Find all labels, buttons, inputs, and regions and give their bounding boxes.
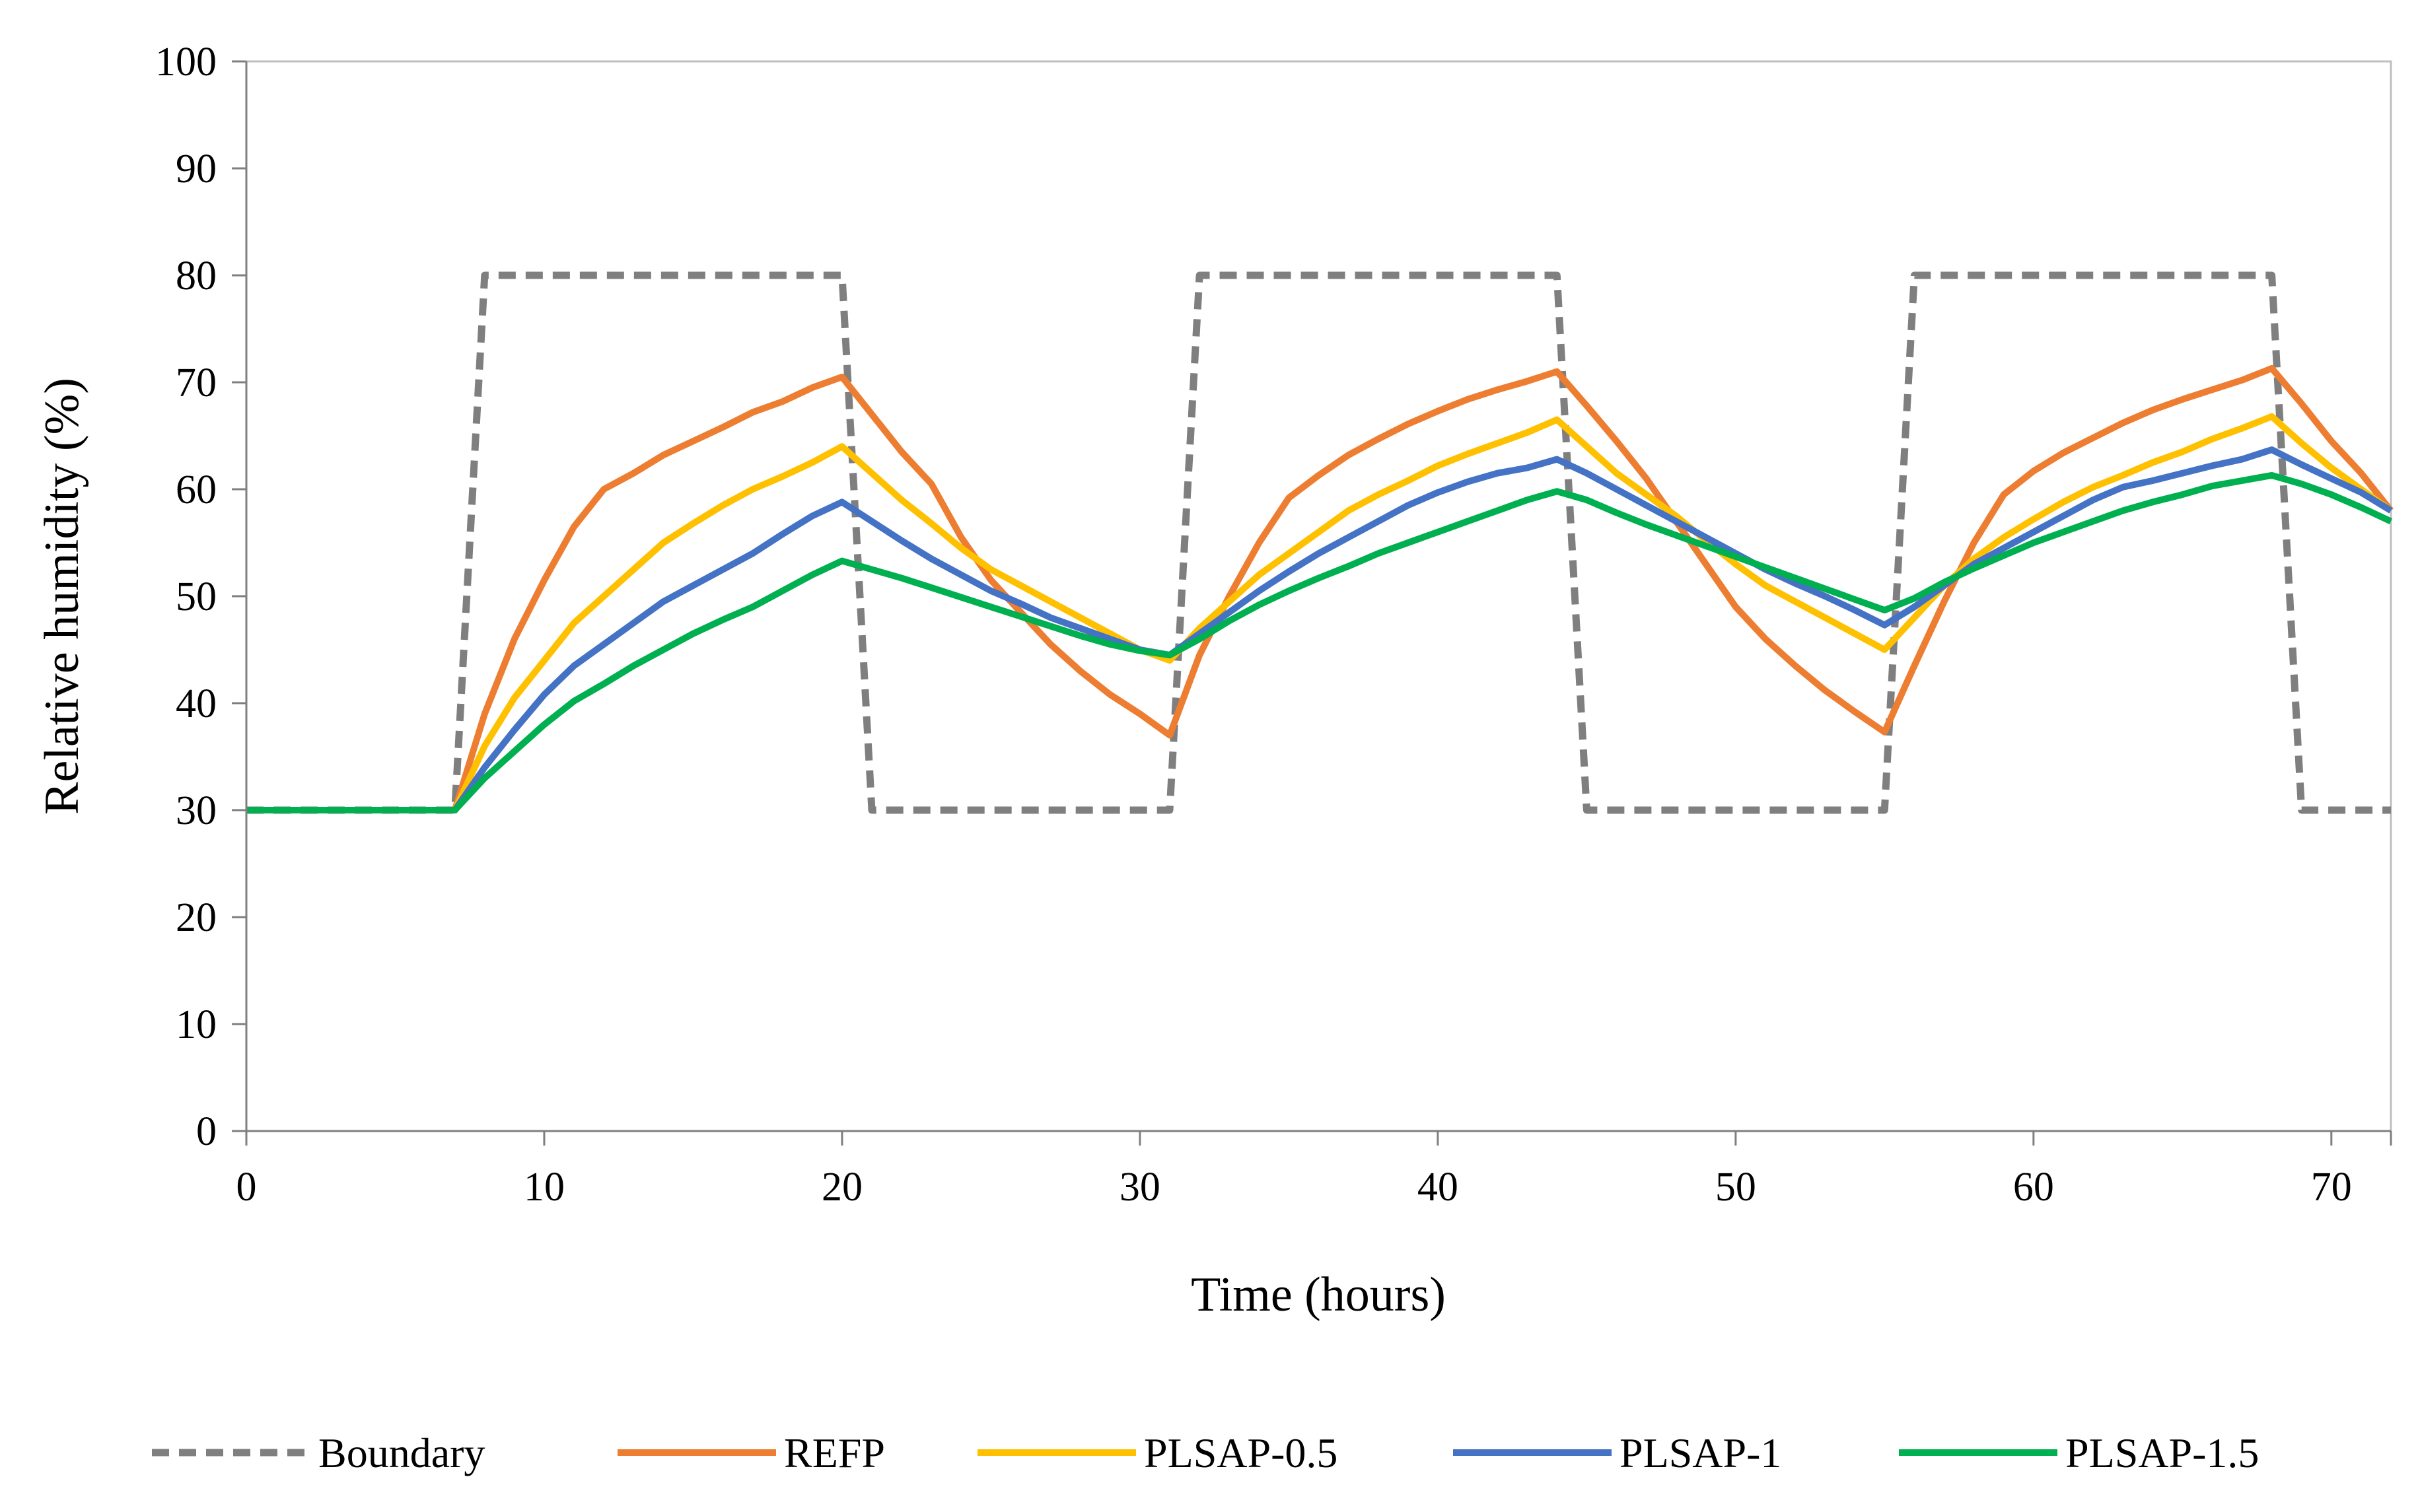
- y-tick-label: 60: [176, 467, 217, 512]
- y-axis-title: Relative humidity (%): [35, 378, 89, 815]
- y-tick-label: 70: [176, 361, 217, 405]
- x-axis-title: Time (hours): [1191, 1268, 1446, 1322]
- y-tick-label: 80: [176, 254, 217, 298]
- series-layer: [246, 271, 2394, 814]
- legend-label: Boundary: [318, 1429, 485, 1476]
- legend: Boundary REFP PLSAP-0.5 PLSAP-1 PLSAP-1.5: [152, 1429, 2259, 1476]
- series-line-boundary: [246, 271, 2391, 814]
- y-tick-label: 30: [176, 788, 217, 833]
- y-tick-label: 100: [155, 40, 217, 85]
- y-tick-label: 50: [176, 574, 217, 619]
- plot-area: [245, 60, 2392, 1132]
- series-line-refp: [246, 364, 2394, 813]
- y-tick-label: 10: [176, 1002, 217, 1047]
- legend-label: REFP: [784, 1429, 885, 1476]
- x-axis-ticks: 0 10 20 30 40 50 60 70: [236, 1131, 2392, 1210]
- series-line-plsap-0-5: [246, 413, 2393, 813]
- y-tick-label: 40: [176, 681, 217, 726]
- y-tick-label: 0: [196, 1109, 217, 1154]
- legend-label: PLSAP-1.5: [2065, 1429, 2259, 1476]
- series-line-plsap-1: [246, 446, 2393, 813]
- x-tick-label: 20: [822, 1165, 863, 1210]
- x-tick-label: 70: [2311, 1165, 2352, 1210]
- legend-label: PLSAP-0.5: [1144, 1429, 1337, 1476]
- x-tick-label: 40: [1417, 1165, 1458, 1210]
- x-tick-label: 0: [236, 1165, 257, 1210]
- y-tick-label: 90: [176, 147, 217, 191]
- legend-label: PLSAP-1: [1619, 1429, 1781, 1476]
- y-axis-ticks: 0 10 20 30 40 50 60 70 80 90 100: [155, 40, 246, 1154]
- x-tick-label: 50: [1715, 1165, 1756, 1210]
- x-tick-label: 10: [524, 1165, 565, 1210]
- x-tick-label: 30: [1120, 1165, 1160, 1210]
- series-line-plsap-1-5: [246, 471, 2393, 813]
- x-tick-label: 60: [2013, 1165, 2054, 1210]
- y-tick-label: 20: [176, 895, 217, 940]
